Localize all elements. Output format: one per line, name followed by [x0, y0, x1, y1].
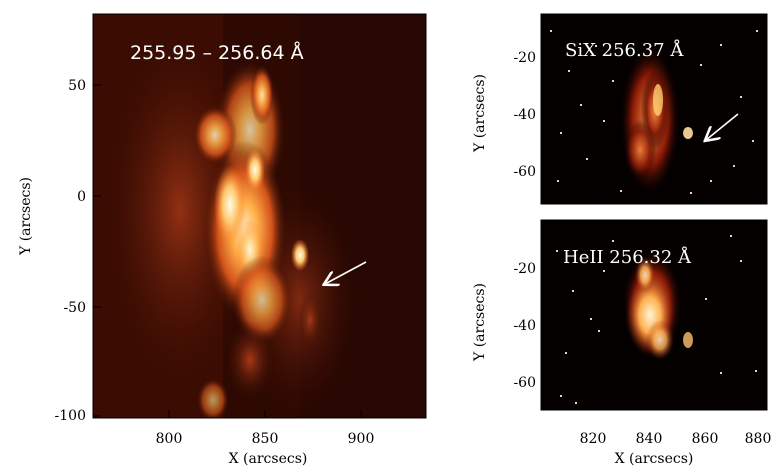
main-y-tick-label: 50 — [68, 78, 86, 94]
main-x-axis-label: X (arcsecs) — [229, 451, 308, 467]
six-emission-map — [550, 30, 758, 195]
six-panel-title: SiX 256.37 Å — [565, 39, 684, 61]
main-x-tick-label: 850 — [252, 431, 279, 447]
main-y-tick-label: -100 — [55, 408, 86, 424]
six-noise-dots — [550, 30, 758, 194]
main-arrow — [325, 261, 367, 284]
six-arrow — [706, 113, 739, 140]
heii-panel-title: HeII 256.32 Å — [563, 246, 692, 268]
heii-y-ticks — [541, 267, 548, 383]
heii-y-tick-label: -20 — [513, 261, 536, 277]
main-y-tick-label: -50 — [63, 300, 86, 316]
heii-noise-dots — [556, 235, 757, 404]
main-panel-title: 255.95 – 256.64 Å — [130, 41, 304, 64]
six-y-tick-label: -60 — [513, 164, 536, 180]
heii-emission-map — [556, 235, 757, 404]
heii-y-axis-label: Y (arcsecs) — [472, 283, 488, 362]
main-y-axis-label: Y (arcsecs) — [18, 177, 34, 256]
six-y-tick-label: -20 — [513, 50, 536, 66]
heii-panel-frame — [540, 219, 768, 411]
heii-x-tick-label: 880 — [745, 431, 772, 447]
main-x-tick-label: 900 — [348, 431, 375, 447]
heii-x-tick-label: 840 — [636, 431, 663, 447]
main-y-tick-label: 0 — [77, 189, 86, 205]
main-panel-frame — [92, 13, 427, 419]
heii-x-tick-label: 860 — [692, 431, 719, 447]
main-emission-map — [93, 14, 426, 418]
heii-x-tick-label: 820 — [580, 431, 607, 447]
main-x-tick-label: 800 — [156, 431, 183, 447]
main-x-ticks — [168, 410, 362, 418]
heii-x-axis-label: X (arcsecs) — [615, 451, 694, 467]
six-x-ticks — [592, 197, 762, 204]
heii-x-ticks — [592, 403, 762, 410]
six-image-panel: SiX 256.37 Å -20 -40 -60 Y (arcsecs) — [472, 13, 768, 205]
main-y-ticks — [93, 84, 101, 417]
heii-y-tick-label: -40 — [513, 318, 536, 334]
six-panel-frame — [540, 13, 768, 205]
main-image-panel: 255.95 – 256.64 Å 50 0 -50 -100 800 850 … — [18, 13, 427, 467]
heii-y-tick-label: -60 — [513, 375, 536, 391]
heii-image-panel: HeII 256.32 Å -20 -40 -60 820 840 860 88… — [472, 219, 772, 467]
six-y-tick-label: -40 — [513, 107, 536, 123]
six-y-ticks — [541, 56, 548, 172]
six-y-axis-label: Y (arcsecs) — [472, 74, 488, 153]
